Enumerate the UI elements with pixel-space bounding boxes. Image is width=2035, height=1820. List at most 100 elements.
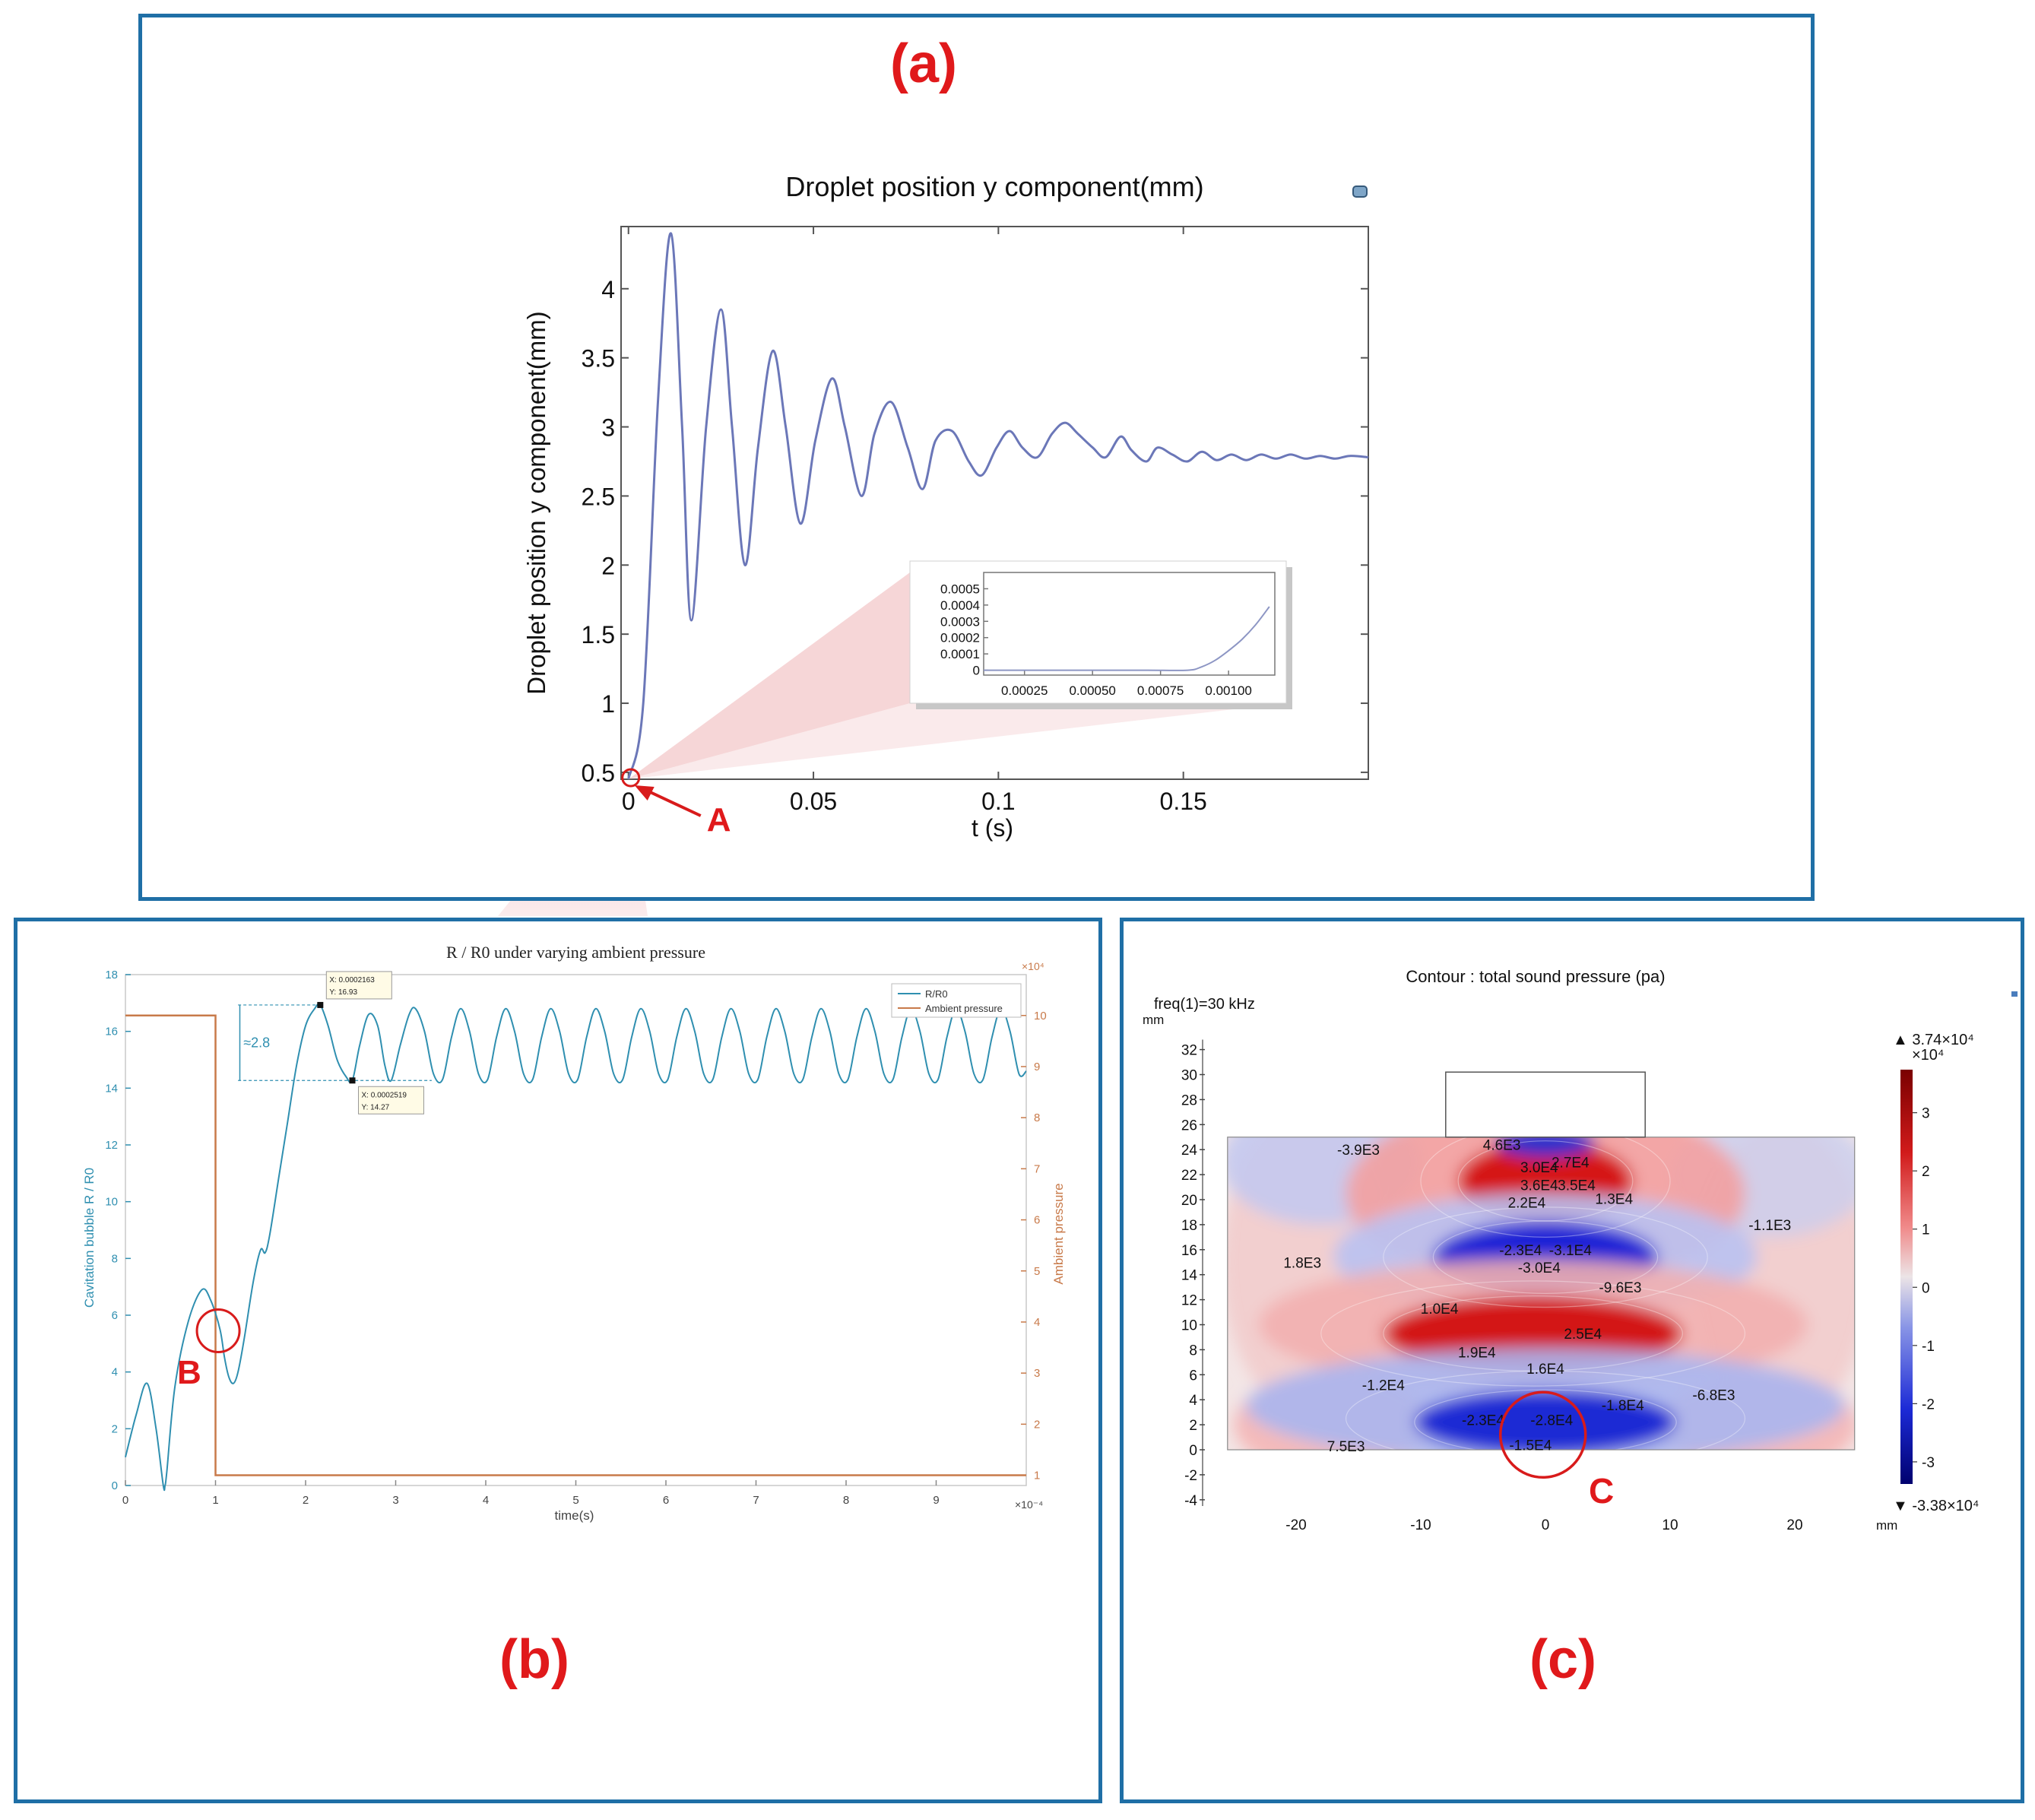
- contour-label: -1.2E4: [1362, 1378, 1405, 1394]
- y-tick-label-a: 1: [601, 690, 615, 718]
- legend-item-r: R/R0: [925, 988, 948, 1000]
- y-tick-label-a: 1.5: [582, 621, 615, 648]
- contour-label: -6.8E3: [1692, 1388, 1735, 1404]
- contour-line: [1432, 1220, 1659, 1294]
- contour-lines: [1320, 1137, 1745, 1450]
- y-tick-label-c: 6: [1189, 1368, 1197, 1384]
- x-tick-label-a: 0.15: [1160, 788, 1207, 815]
- datatip-x: X: 0.0002519: [362, 1091, 407, 1099]
- contour-line: [1383, 1206, 1708, 1308]
- colorbar-tick-label: -2: [1922, 1397, 1935, 1413]
- chart-b-title: R / R0 under varying ambient pressure: [446, 943, 705, 962]
- contour-label: 1.8E3: [1283, 1255, 1321, 1271]
- datatip-box: [358, 1086, 425, 1115]
- x-tick-label-b: 8: [843, 1494, 849, 1507]
- chart-b: R / R0 under varying ambient pressure 0 2 4…: [82, 943, 1066, 1523]
- x-tick-label-b: 4: [483, 1494, 489, 1507]
- y-tick-label-c: 4: [1189, 1393, 1197, 1409]
- inset-x-tick-label: 0.00025: [1001, 683, 1048, 698]
- colorbar-tick-label: -3: [1922, 1455, 1935, 1471]
- chart-c-title: Contour : total sound pressure (pa): [1406, 967, 1665, 986]
- x-tick-label-b: 3: [392, 1494, 398, 1507]
- marker-circle-b: [195, 1308, 241, 1354]
- series-line-ambient-b: [125, 1014, 1026, 1476]
- x-axis-label-a: t (s): [972, 814, 1013, 842]
- y-tick-label-c: 20: [1181, 1193, 1197, 1209]
- panel-c-corner-icon: [2011, 991, 2018, 997]
- heatmap-bands: [1227, 1137, 1855, 1450]
- panel-label-a: (a): [890, 33, 957, 94]
- y-tick-label-right-b: 10: [1034, 1010, 1047, 1023]
- x-tick-label-b: 7: [753, 1494, 759, 1507]
- contour-label: -9.6E3: [1599, 1280, 1641, 1296]
- series-line-a: [627, 232, 1369, 780]
- y-tick-label-right-b: 3: [1034, 1367, 1040, 1380]
- y-tick-label-a: 4: [601, 276, 615, 303]
- contour-label: -2.3E4: [1499, 1243, 1542, 1259]
- panel-c: (c) Contour : total sound pressure (pa) f…: [1120, 918, 2024, 1803]
- contour-label: -3.1E4: [1549, 1243, 1592, 1259]
- x-tick-label-c: 0: [1542, 1517, 1550, 1533]
- panel-label-b: (b): [499, 1629, 569, 1690]
- x-tick-label-b: 1: [212, 1494, 218, 1507]
- inset-x-tick-label: 0.00100: [1205, 683, 1251, 698]
- y-tick-label-right-b: 7: [1034, 1162, 1040, 1175]
- y-axis-label-a: Droplet position y component(mm): [522, 311, 550, 694]
- colorbar-tick-label: 3: [1922, 1106, 1930, 1122]
- marker-arrow-a: [641, 787, 702, 817]
- marker-label-a: A: [707, 801, 731, 839]
- contour-label: 3.0E4: [1520, 1160, 1558, 1176]
- chart-c: Contour : total sound pressure (pa) freq(…: [1143, 967, 2018, 1533]
- contour-label: -1.5E4: [1509, 1438, 1552, 1454]
- datatip-point: [317, 1001, 324, 1008]
- contour-label: 3.5E4: [1558, 1178, 1596, 1194]
- inset-y-tick-label: 0.0004: [940, 598, 980, 613]
- panel-b: (b) R / R0 under varying ambient pressur…: [14, 918, 1102, 1803]
- contour-label: -3.0E4: [1518, 1260, 1561, 1276]
- x-tick-label-c: -20: [1285, 1517, 1306, 1533]
- contour-line: [1420, 1137, 1671, 1238]
- contour-line: [1383, 1295, 1683, 1371]
- x-tick-label-c: -10: [1410, 1517, 1431, 1533]
- x-tick-label-a: 0.1: [981, 788, 1015, 815]
- contour-line: [1457, 1140, 1634, 1222]
- zoom-icon: [1352, 185, 1368, 198]
- x-tick-label-a: 0: [622, 788, 636, 815]
- colorbar-multiplier: ×10⁴: [1912, 1047, 1945, 1064]
- colorbar-tick-label: -1: [1922, 1339, 1935, 1355]
- inset-y-tick-label: 0.0001: [940, 647, 980, 661]
- y-tick-label-left-b: 6: [112, 1309, 118, 1322]
- y-tick-label-c: 2: [1189, 1418, 1197, 1434]
- contour-label: 2.5E4: [1564, 1327, 1602, 1343]
- right-multiplier-b: ×10⁴: [1022, 960, 1044, 972]
- datatip-box: [325, 971, 392, 1000]
- y-axis-label-right-b: Ambient pressure: [1051, 1183, 1066, 1284]
- y-tick-label-c: 30: [1181, 1068, 1197, 1084]
- plot-frame-a: [620, 226, 1369, 780]
- contour-label: 1.9E4: [1458, 1346, 1496, 1362]
- y-tick-label-left-b: 8: [112, 1252, 118, 1265]
- band-top-blue: [1495, 1137, 1596, 1158]
- x-tick-label-c: 20: [1786, 1517, 1802, 1533]
- contour-label: 2.2E4: [1508, 1195, 1546, 1211]
- marker-circle-c: [1498, 1390, 1587, 1479]
- amplitude-label: ≈2.8: [243, 1035, 270, 1051]
- datatip-point: [349, 1077, 356, 1084]
- inset-x-tick-label: 0.00075: [1137, 683, 1184, 698]
- x-axis-label-b: time(s): [555, 1508, 594, 1523]
- contour-label: -1.1E3: [1748, 1218, 1791, 1234]
- inset-y-tick-label: 0.0005: [940, 582, 980, 596]
- y-tick-label-right-b: 2: [1034, 1418, 1040, 1431]
- legend-item-ambient: Ambient pressure: [925, 1003, 1003, 1014]
- colorbar-min-label: ▼ -3.38×10⁴: [1893, 1498, 1979, 1514]
- y-tick-label-left-b: 10: [105, 1196, 118, 1209]
- inset-series-line: [984, 606, 1270, 671]
- x-tick-label-c: 10: [1662, 1517, 1678, 1533]
- contour-label: 1.0E4: [1421, 1302, 1459, 1317]
- panel-label-c: (c): [1529, 1629, 1596, 1690]
- y-tick-label-c: 10: [1181, 1318, 1197, 1334]
- contour-label: 1.6E4: [1526, 1362, 1564, 1378]
- y-tick-label-c: 26: [1181, 1118, 1197, 1134]
- y-tick-label-c: 28: [1181, 1092, 1197, 1108]
- y-axis-label-left-b: Cavitation bubble R / R0: [82, 1168, 97, 1308]
